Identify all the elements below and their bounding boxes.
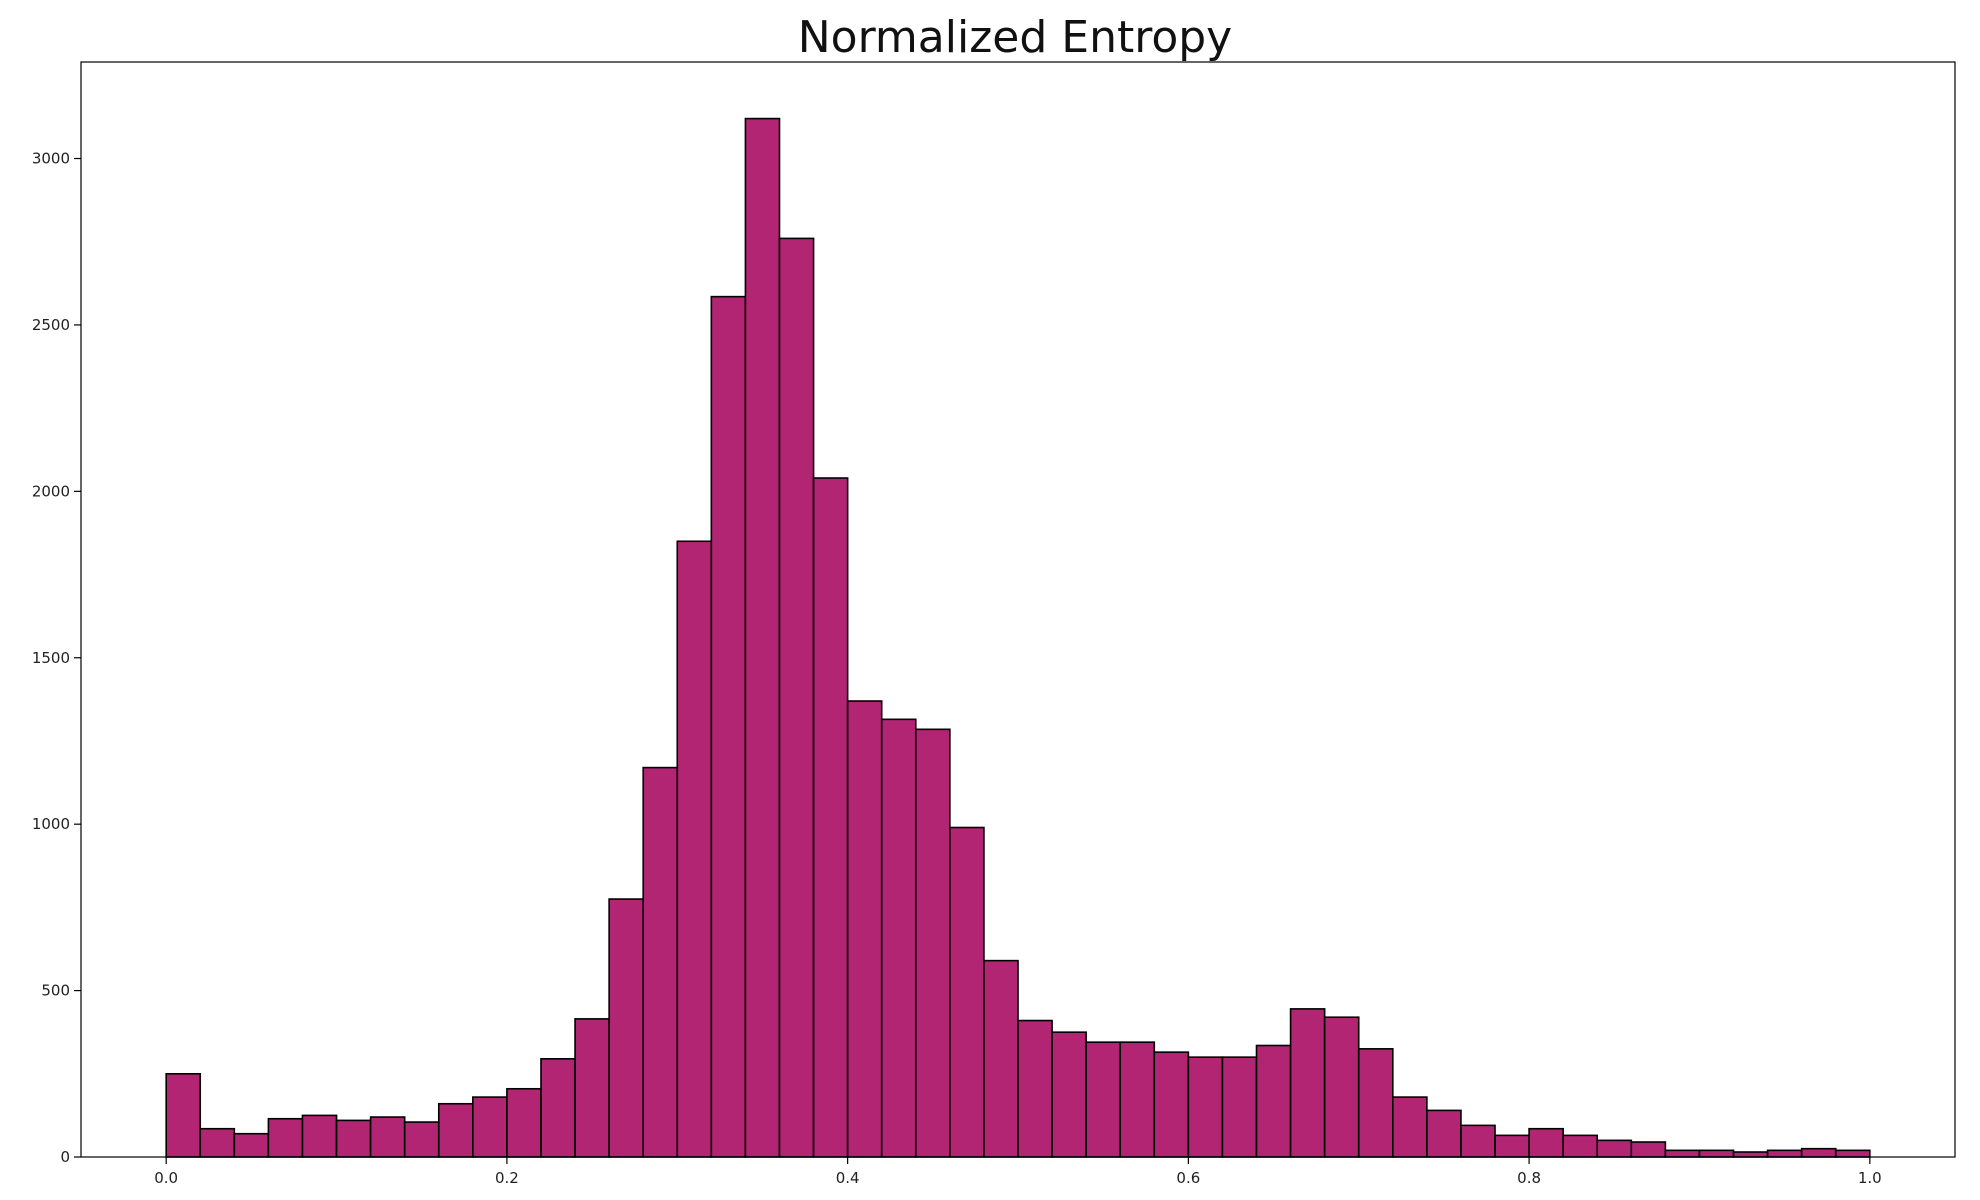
bar-28 [1119,1041,1156,1158]
bar-10 [506,1087,542,1158]
bar-7 [403,1121,440,1158]
bar-41 [1562,1134,1599,1158]
bar-40 [1528,1127,1564,1158]
x-axis: 0.0 0.2 0.4 0.6 0.8 1.0 [154,1157,1882,1187]
bar-2 [233,1132,270,1158]
bar-38 [1460,1124,1496,1158]
bar-37 [1426,1109,1462,1158]
bar-16 [710,295,747,1158]
bar-8 [437,1102,474,1158]
bar-33 [1289,1008,1326,1158]
bar-0 [165,1072,202,1158]
y-tick-label: 1500 [32,649,70,667]
bar-21 [880,718,917,1158]
bar-22 [914,728,951,1158]
bar-11 [540,1058,576,1158]
bar-23 [949,826,985,1158]
bar-25 [1017,1019,1053,1158]
bar-47 [1766,1149,1803,1158]
bar-6 [369,1116,406,1158]
bar-13 [608,898,644,1158]
bar-26 [1051,1031,1087,1158]
y-axis: 0 500 1000 1500 2000 2500 3000 [32,150,81,1166]
bar-43 [1630,1141,1667,1158]
bar-42 [1596,1139,1633,1158]
bar-12 [574,1018,610,1158]
bar-35 [1357,1048,1394,1158]
bar-31 [1221,1056,1258,1158]
bar-30 [1187,1056,1224,1158]
y-tick-label: 500 [41,982,70,1000]
bar-32 [1255,1044,1292,1158]
x-tick-label: 0.8 [1517,1169,1541,1187]
bar-5 [335,1119,372,1158]
bars-group [165,117,1871,1158]
bar-18 [778,237,815,1158]
x-tick-label: 0.2 [495,1169,519,1187]
bar-15 [676,540,713,1158]
bar-17 [744,117,781,1158]
y-tick-label: 3000 [32,150,70,168]
bar-45 [1698,1149,1735,1158]
chart-title: Normalized Entropy [798,12,1232,63]
y-tick-label: 2000 [32,482,70,500]
bar-34 [1323,1016,1360,1158]
x-tick-label: 1.0 [1858,1169,1882,1187]
bar-19 [812,477,849,1158]
y-tick-label: 2500 [32,316,70,334]
bar-1 [199,1127,236,1158]
y-tick-label: 1000 [32,815,70,833]
x-tick-label: 0.4 [836,1169,860,1187]
plot-frame [80,61,1956,1158]
x-tick-label: 0.6 [1176,1169,1200,1187]
bar-4 [301,1114,338,1158]
bar-20 [846,700,883,1158]
bar-27 [1085,1041,1122,1158]
bar-24 [983,959,1019,1158]
bar-36 [1392,1096,1428,1158]
bar-9 [472,1096,508,1158]
bar-29 [1153,1051,1190,1158]
bar-48 [1800,1147,1837,1158]
bar-46 [1732,1151,1769,1158]
x-tick-label: 0.0 [154,1169,178,1187]
bar-39 [1494,1134,1530,1158]
bar-3 [267,1117,304,1158]
y-tick-label: 0 [60,1148,70,1166]
bar-49 [1834,1149,1871,1158]
bar-44 [1664,1149,1701,1158]
bar-14 [642,766,679,1158]
